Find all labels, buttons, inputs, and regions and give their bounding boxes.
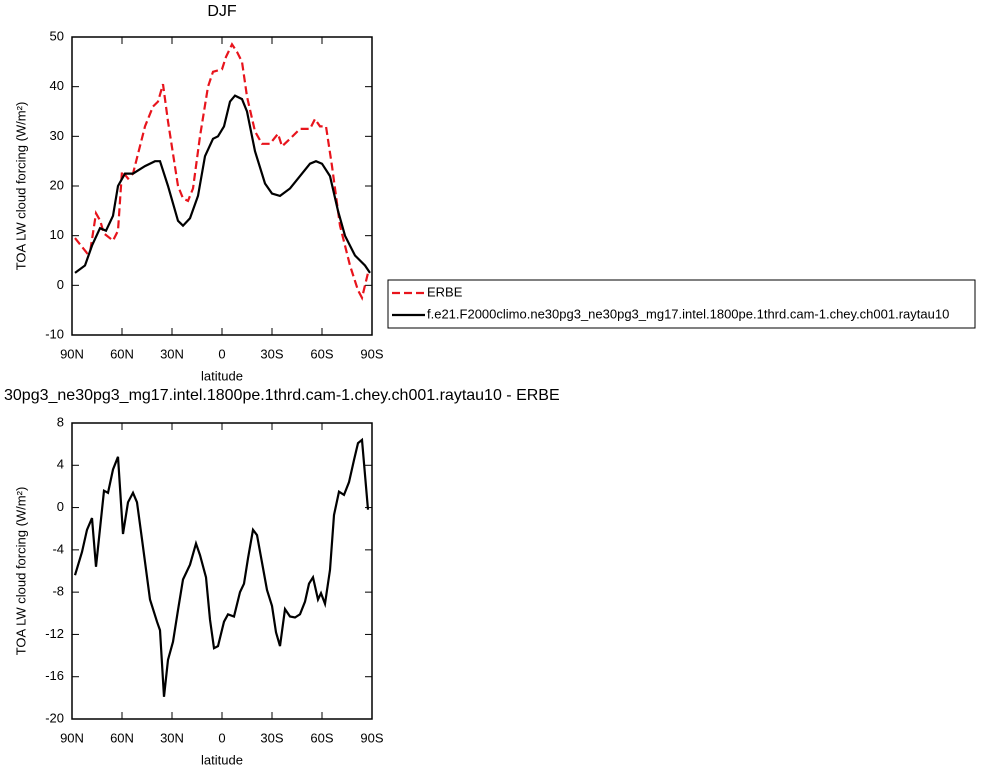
plot-frame <box>71 422 373 720</box>
chart-title: DJF <box>207 3 237 20</box>
plot-frame <box>71 36 373 336</box>
y-tick-label: -20 <box>45 710 64 725</box>
x-tick-label: 0 <box>218 346 225 361</box>
y-tick-label: -10 <box>45 326 64 341</box>
x-axis-label: latitude <box>201 368 243 383</box>
y-tick-label: -12 <box>45 626 64 641</box>
x-tick-label: 90N <box>60 730 84 745</box>
x-tick-label: 30N <box>160 346 184 361</box>
x-tick-label: 30N <box>160 730 184 745</box>
y-tick-label: 20 <box>50 177 64 192</box>
x-tick-label: 30S <box>260 730 283 745</box>
x-tick-label: 90S <box>360 730 383 745</box>
x-tick-label: 90N <box>60 346 84 361</box>
y-axis-label: TOA LW cloud forcing (W/m²) <box>13 487 28 656</box>
x-axis-label: latitude <box>201 752 243 767</box>
x-tick-label: 60N <box>110 730 134 745</box>
x-tick-label: 60N <box>110 346 134 361</box>
y-tick-label: 0 <box>57 499 64 514</box>
y-tick-label: 4 <box>57 457 64 472</box>
x-tick-label: 30S <box>260 346 283 361</box>
x-tick-label: 60S <box>310 730 333 745</box>
x-tick-label: 90S <box>360 346 383 361</box>
y-tick-label: 40 <box>50 78 64 93</box>
chart-title: 30pg3_ne30pg3_mg17.intel.1800pe.1thrd.ca… <box>4 387 560 404</box>
legend-box <box>387 279 976 329</box>
legend-label: f.e21.F2000climo.ne30pg3_ne30pg3_mg17.in… <box>427 306 949 321</box>
data-line <box>73 437 370 697</box>
data-line <box>74 42 370 301</box>
legend-label: ERBE <box>427 284 463 299</box>
y-tick-label: 8 <box>57 414 64 429</box>
y-tick-label: -16 <box>45 668 64 683</box>
y-axis-label: TOA LW cloud forcing (W/m²) <box>13 102 28 271</box>
y-tick-label: 30 <box>50 128 64 143</box>
data-line <box>74 94 371 274</box>
y-tick-label: 50 <box>50 28 64 43</box>
y-tick-label: -8 <box>52 584 64 599</box>
y-tick-label: 0 <box>57 277 64 292</box>
x-tick-label: 60S <box>310 346 333 361</box>
y-tick-label: -4 <box>52 541 64 556</box>
x-tick-label: 0 <box>218 730 225 745</box>
y-tick-label: 10 <box>50 227 64 242</box>
